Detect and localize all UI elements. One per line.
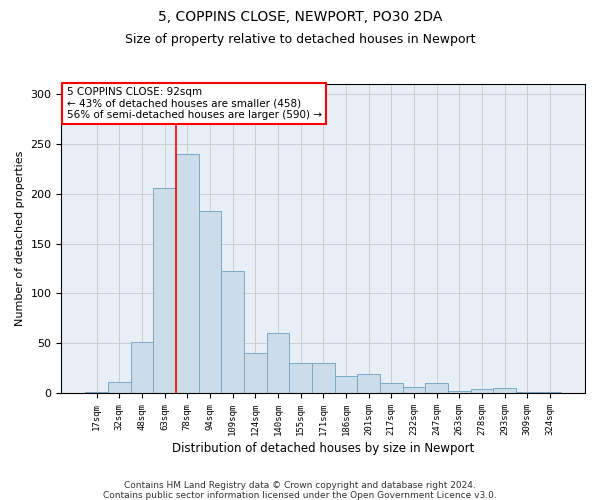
Y-axis label: Number of detached properties: Number of detached properties: [15, 151, 25, 326]
Bar: [493, 388, 516, 393]
Bar: [516, 392, 539, 393]
Text: Size of property relative to detached houses in Newport: Size of property relative to detached ho…: [125, 32, 475, 46]
Text: 5 COPPINS CLOSE: 92sqm
← 43% of detached houses are smaller (458)
56% of semi-de: 5 COPPINS CLOSE: 92sqm ← 43% of detached…: [67, 87, 322, 120]
Bar: [539, 392, 561, 393]
Bar: [85, 392, 108, 393]
Bar: [312, 363, 335, 393]
Bar: [199, 210, 221, 393]
Bar: [153, 188, 176, 393]
Text: Contains public sector information licensed under the Open Government Licence v3: Contains public sector information licen…: [103, 491, 497, 500]
Bar: [244, 353, 266, 393]
Text: Contains HM Land Registry data © Crown copyright and database right 2024.: Contains HM Land Registry data © Crown c…: [124, 481, 476, 490]
Bar: [108, 382, 131, 393]
Bar: [335, 376, 357, 393]
Bar: [357, 374, 380, 393]
Bar: [425, 383, 448, 393]
Bar: [403, 387, 425, 393]
Bar: [289, 363, 312, 393]
Bar: [221, 272, 244, 393]
Bar: [176, 154, 199, 393]
Bar: [266, 334, 289, 393]
X-axis label: Distribution of detached houses by size in Newport: Distribution of detached houses by size …: [172, 442, 475, 455]
Bar: [131, 342, 153, 393]
Bar: [470, 389, 493, 393]
Text: 5, COPPINS CLOSE, NEWPORT, PO30 2DA: 5, COPPINS CLOSE, NEWPORT, PO30 2DA: [158, 10, 442, 24]
Bar: [448, 391, 470, 393]
Bar: [380, 383, 403, 393]
